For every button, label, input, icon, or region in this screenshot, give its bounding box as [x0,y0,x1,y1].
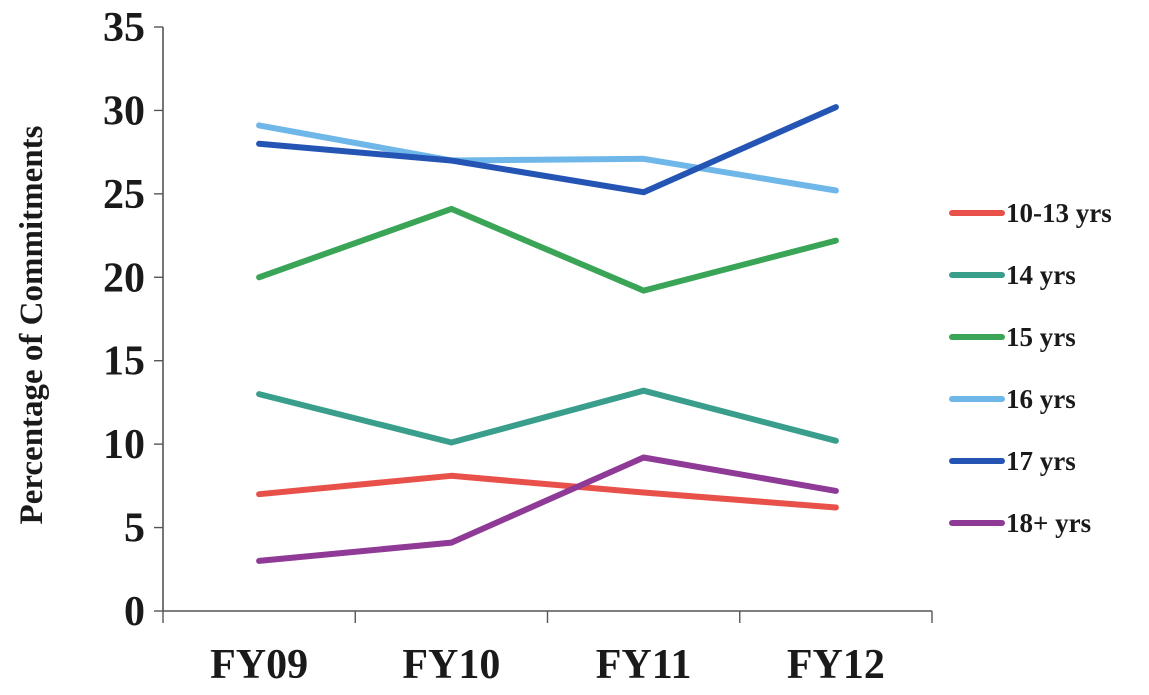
series-line [256,387,839,446]
y-tick-label: 25 [103,172,145,218]
legend-label: 17 yrs [1006,446,1076,476]
legend-label: 16 yrs [1006,384,1076,414]
y-tick-label: 10 [103,422,145,468]
x-category-label: FY10 [402,642,500,688]
legend-label: 18+ yrs [1006,508,1091,538]
y-axis-ticks: 0 5 10 15 20 25 30 35 [103,5,163,635]
x-category-label: FY11 [596,642,692,688]
y-tick-label: 35 [103,5,145,51]
x-category-label: FY09 [210,642,308,688]
y-axis-title: Percentage of Commitments [14,125,50,524]
y-tick-label: 20 [103,255,145,301]
series-line [256,205,839,294]
legend-label: 15 yrs [1006,322,1076,352]
series-line [256,454,839,564]
legend: 10-13 yrs 14 yrs 15 yrs 16 yrs 17 yrs 18+ yrs [949,198,1112,538]
legend-label: 10-13 yrs [1006,198,1112,228]
y-tick-label: 0 [124,589,145,635]
legend-label: 14 yrs [1006,260,1076,290]
y-tick-label: 30 [103,88,145,134]
x-category-label: FY12 [787,642,885,688]
x-axis-categories: FY09 FY10 FY11 FY12 [210,642,885,688]
series-line [256,472,839,511]
series-line [256,104,839,196]
y-tick-label: 15 [103,339,145,385]
series-line [256,122,839,194]
series-lines [256,104,839,564]
axes [162,27,933,623]
y-tick-label: 5 [124,506,145,552]
